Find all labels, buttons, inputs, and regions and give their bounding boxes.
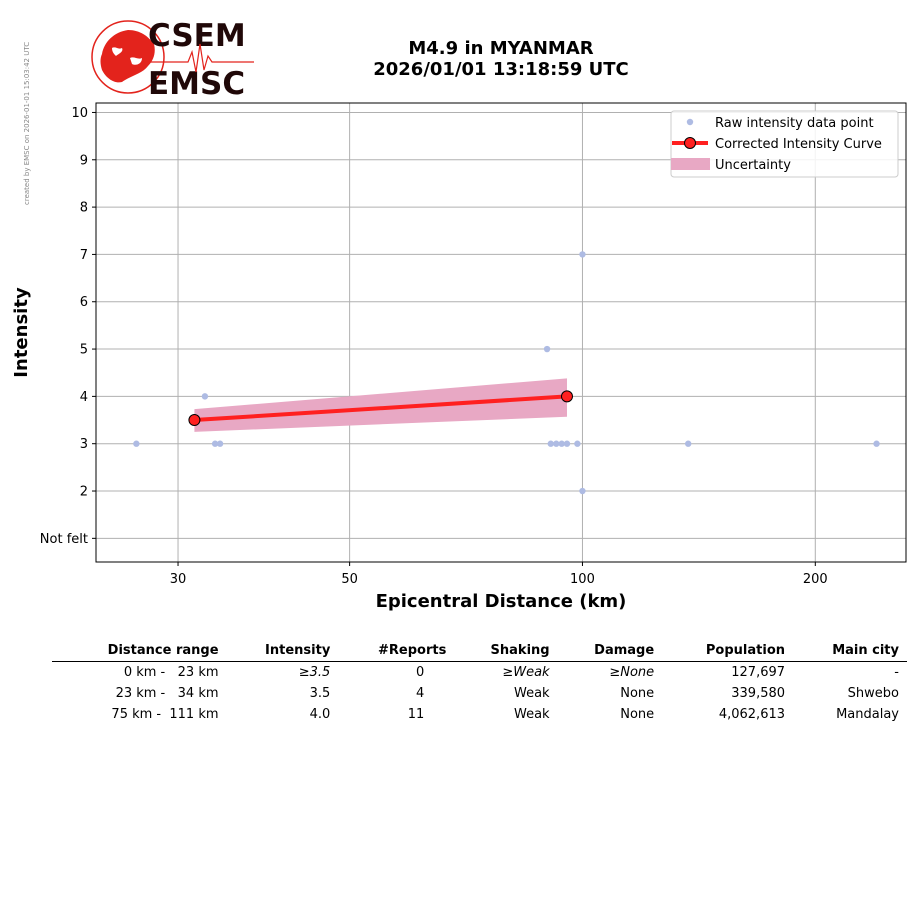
chart-title: M4.9 in MYANMAR 2026/01/01 13:18:59 UTC [330, 38, 672, 80]
x-tick-label: 30 [170, 572, 187, 587]
legend-frame [670, 110, 899, 178]
cell-city: Shwebo [847, 686, 899, 701]
title-event: M4.9 in MYANMAR [408, 38, 594, 59]
raw-data-point [201, 393, 209, 400]
corrected-intensity-line [194, 394, 568, 423]
raw-data-point [216, 440, 224, 447]
y-tick-label: 2 [80, 485, 88, 500]
table-row: 23 km - 34 km 3.5 4 Weak None 339,580 Sh… [52, 683, 907, 704]
cell-city: - [894, 665, 899, 680]
y-tick-label: 6 [80, 295, 88, 310]
y-tick-label: 9 [80, 153, 88, 168]
raw-data-point [574, 440, 581, 447]
emsc-logo: CSEM EMSC [88, 18, 258, 102]
x-tick-label: 100 [570, 572, 595, 587]
intensity-chart: 30 50 100 200 Not felt 2 3 4 5 6 7 8 9 10 Epicentral D… [11, 102, 907, 612]
header-main-city: Main city [793, 640, 907, 662]
raw-data-point [579, 251, 586, 258]
header-damage: Damage [557, 640, 663, 662]
cell-reports: 0 [416, 665, 425, 680]
header-shaking: Shaking [454, 640, 558, 662]
y-tick-label: 8 [80, 201, 88, 216]
raw-data-point [873, 440, 880, 447]
cell-population: 4,062,613 [718, 707, 786, 722]
cell-intensity: 3.5 [309, 686, 331, 701]
cell-distance: 75 km - 111 km [111, 707, 219, 722]
corrected-intensity-marker [188, 414, 201, 427]
legend-curve-marker [684, 137, 696, 149]
title-datetime: 2026/01/01 13:18:59 UTC [373, 59, 629, 80]
cell-shaking: Weak [514, 707, 550, 722]
raw-data-point [579, 487, 586, 495]
legend-label-curve: Corrected Intensity Curve [715, 137, 882, 152]
y-tick-label: Not felt [40, 532, 88, 547]
legend: Raw intensity data point Corrected Intens… [670, 110, 899, 178]
header-distance: Distance range [52, 640, 227, 662]
raw-data-point [547, 440, 554, 447]
cell-reports: 4 [416, 686, 425, 701]
plot-frame [95, 102, 907, 563]
cell-intensity: ≥3.5 [298, 665, 331, 680]
header-reports: #Reports [338, 640, 455, 662]
cell-reports: 11 [407, 707, 425, 722]
table-row: 75 km - 111 km 4.0 11 Weak None 4,062,61… [52, 704, 907, 725]
x-tick-label: 200 [803, 572, 828, 587]
header-intensity: Intensity [226, 640, 339, 662]
cell-population: 339,580 [731, 686, 786, 701]
intensity-table: Distance range Intensity #Reports Shakin… [52, 640, 907, 725]
x-tick-label: 50 [341, 572, 358, 587]
table-row: 0 km - 23 km ≥3.5 0 ≥Weak ≥None 127,697 … [52, 662, 907, 684]
cell-distance: 23 km - 34 km [115, 686, 219, 701]
raw-data-point [543, 345, 551, 353]
header-population: Population [662, 640, 794, 662]
table-header-row: Distance range Intensity #Reports Shakin… [52, 640, 907, 662]
cell-damage: None [620, 707, 655, 722]
y-tick-label: 4 [80, 390, 88, 405]
y-axis-label: Intensity [11, 287, 32, 378]
y-tick-label: 7 [80, 248, 88, 263]
raw-data-point [685, 440, 692, 447]
raw-data-point [558, 440, 565, 447]
raw-data-point [563, 440, 571, 447]
y-tick-label: 3 [80, 437, 88, 452]
raw-data-point [133, 440, 140, 447]
corrected-intensity-marker [560, 390, 573, 403]
raw-data-point [553, 440, 560, 447]
cell-city: Mandalay [836, 707, 899, 722]
uncertainty-band [194, 378, 567, 432]
legend-raw-marker [686, 118, 694, 126]
legend-band-swatch [671, 158, 710, 170]
logo-csem-text: CSEM [148, 18, 246, 54]
legend-label-uncertainty: Uncertainty [715, 158, 791, 173]
cell-shaking: ≥Weak [502, 665, 550, 680]
cell-shaking: Weak [514, 686, 550, 701]
legend-label-raw: Raw intensity data point [715, 116, 874, 131]
y-tick-label: 5 [80, 343, 88, 358]
cell-population: 127,697 [731, 665, 786, 680]
cell-distance: 0 km - 23 km [123, 665, 219, 680]
y-tick-label: 10 [71, 106, 88, 121]
cell-damage: None [620, 686, 655, 701]
x-axis-label: Epicentral Distance (km) [376, 591, 627, 612]
cell-intensity: 4.0 [309, 707, 331, 722]
cell-damage: ≥None [609, 665, 655, 680]
raw-data-point [211, 440, 219, 447]
